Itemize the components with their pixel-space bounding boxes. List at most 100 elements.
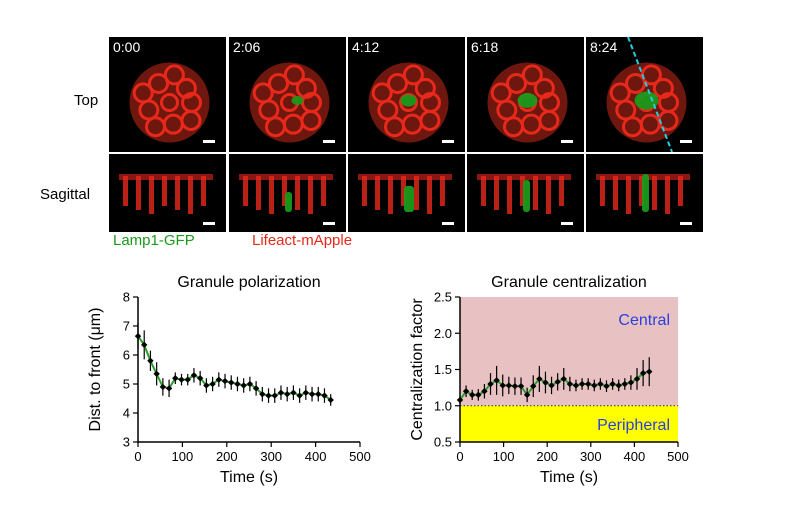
- x-tick-label: 200: [536, 449, 558, 464]
- chart-granule-polarization: 0 100 200 300 400 500 3 4 5 6 7 8 Granule polarizati…: [87, 274, 371, 486]
- x-tick-label: 100: [493, 449, 515, 464]
- panel-sagittal-4: [586, 154, 703, 232]
- chart-title: Granule centralization: [491, 274, 647, 291]
- data-point: [493, 377, 500, 384]
- y-axis-label: Dist. to front (μm): [87, 308, 104, 432]
- cell-top-view-3: [487, 62, 573, 143]
- panel-sagittal-1: [229, 154, 346, 232]
- data-point: [203, 382, 210, 389]
- data-point: [505, 382, 513, 389]
- y-tick-label: 1.0: [434, 398, 452, 413]
- data-point: [591, 382, 598, 389]
- data-point: [639, 369, 647, 377]
- timepoint-label: 0:00: [113, 39, 141, 55]
- y-axis-label: Centralization factor: [409, 298, 426, 441]
- region-peripheral: [460, 405, 678, 442]
- data-point: [315, 390, 322, 398]
- data-point: [159, 383, 167, 391]
- cell-sagittal-view-4: [596, 174, 692, 225]
- x-tick-label: 500: [667, 449, 689, 464]
- data-point: [153, 370, 160, 378]
- timepoint-label: 8:24: [590, 39, 618, 55]
- x-tick-label: 400: [624, 449, 646, 464]
- legend-lifeact-mapple: Lifeact-mApple: [252, 232, 353, 249]
- x-axis-label: Time (s): [220, 469, 278, 486]
- data-point: [228, 379, 235, 386]
- data-point: [190, 372, 198, 379]
- panel-top-1: 2:06: [229, 37, 346, 152]
- panel-sagittal-0: [109, 154, 226, 232]
- data-point: [196, 375, 204, 382]
- cell-sagittal-view-0: [119, 174, 215, 225]
- row-label-top: Top: [74, 92, 99, 109]
- cell-top-view-0: [129, 62, 215, 143]
- y-tick-label: 5: [123, 377, 130, 392]
- data-point: [178, 376, 185, 383]
- y-tick-label: 3: [123, 435, 130, 450]
- data-point: [184, 376, 191, 383]
- region-label-central: Central: [618, 312, 670, 329]
- x-tick-label: 300: [580, 449, 602, 464]
- data-point: [487, 380, 494, 388]
- data-point: [456, 396, 464, 404]
- x-tick-label: 200: [216, 449, 238, 464]
- chart-title: Granule polarization: [177, 274, 320, 291]
- data-point: [633, 375, 641, 383]
- data-point: [283, 390, 291, 398]
- data-point: [147, 357, 154, 364]
- x-tick-label: 400: [305, 449, 327, 464]
- region-label-peripheral: Peripheral: [597, 417, 670, 434]
- data-point: [296, 392, 303, 399]
- x-axis-label: Time (s): [540, 469, 598, 486]
- data-point: [308, 390, 316, 398]
- cell-sagittal-view-1: [239, 174, 335, 225]
- data-point: [271, 392, 278, 399]
- data-point: [134, 332, 142, 340]
- data-point: [481, 388, 488, 395]
- data-point: [621, 380, 629, 388]
- data-point: [462, 388, 470, 395]
- panel-sagittal-3: [467, 154, 584, 232]
- data-point: [290, 389, 297, 396]
- data-point: [469, 391, 476, 399]
- panel-top-3: 6:18: [467, 37, 584, 152]
- x-tick-label: 100: [172, 449, 194, 464]
- data-point: [627, 379, 635, 386]
- row-label-sagittal: Sagittal: [40, 186, 91, 203]
- data-point: [548, 382, 555, 389]
- y-tick-label: 2.0: [434, 326, 452, 341]
- y-tick-label: 8: [123, 290, 130, 305]
- data-point: [172, 375, 179, 382]
- cell-top-view-1: [249, 62, 335, 143]
- y-tick-label: 6: [123, 348, 130, 363]
- y-tick-label: 4: [123, 406, 130, 421]
- chart-granule-centralization: Central Peripheral 0 100 200 300 400 500 0.5 1.0 1…: [409, 274, 689, 486]
- data-point: [252, 385, 260, 392]
- data-point: [646, 368, 653, 375]
- data-point: [475, 391, 482, 399]
- data-point: [499, 382, 506, 389]
- y-tick-label: 7: [123, 319, 130, 334]
- cell-sagittal-view-2: [358, 174, 454, 225]
- data-point: [246, 380, 254, 388]
- y-tick-label: 1.5: [434, 362, 452, 377]
- x-tick-label: 500: [349, 449, 371, 464]
- data-point: [302, 389, 310, 396]
- timepoint-label: 2:06: [233, 39, 261, 55]
- cell-top-view-4: [606, 37, 692, 152]
- data-point: [327, 396, 334, 404]
- series-line: [137, 335, 332, 401]
- panel-top-0: 0:00: [109, 37, 226, 152]
- data-point: [240, 382, 247, 389]
- axes: [137, 297, 360, 443]
- data-point: [265, 392, 272, 399]
- panel-top-2: 4:12: [348, 37, 465, 152]
- cell-top-view-2: [368, 62, 454, 143]
- x-tick-label: 0: [456, 449, 463, 464]
- timepoint-label: 4:12: [352, 39, 380, 55]
- data-point: [215, 376, 223, 383]
- data-point: [554, 378, 561, 386]
- x-tick-label: 300: [260, 449, 282, 464]
- data-point: [234, 380, 241, 388]
- legend-lamp1-gfp: Lamp1-GFP: [113, 232, 195, 249]
